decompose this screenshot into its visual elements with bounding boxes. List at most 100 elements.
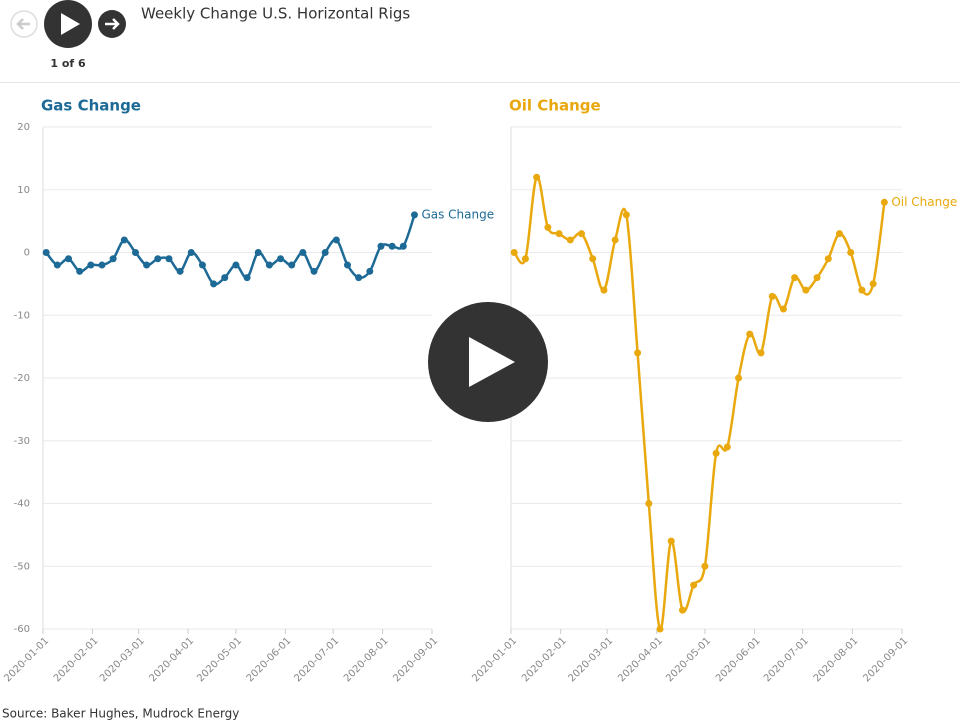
point: [645, 500, 653, 507]
point: [299, 249, 307, 256]
y-tick-label: -60: [14, 624, 30, 635]
point: [165, 255, 173, 263]
point: [131, 249, 139, 256]
point: [277, 255, 285, 263]
point: [544, 223, 552, 231]
point: [813, 274, 821, 282]
point: [836, 230, 844, 238]
x-tick-label: 2020-04-01: [147, 635, 196, 684]
chart-title: Gas Change: [41, 97, 141, 115]
point: [858, 286, 866, 294]
x-tick-label: 2020-08-01: [342, 635, 391, 684]
point: [143, 261, 151, 269]
play-icon: [61, 13, 80, 35]
video-play-icon: [469, 337, 515, 387]
y-tick-label: -30: [14, 436, 30, 447]
x-tick-label: 2020-01-01: [2, 635, 51, 684]
point: [880, 198, 888, 206]
point: [321, 249, 329, 256]
point: [589, 255, 597, 263]
point: [221, 274, 229, 282]
x-tick-label: 2020-03-01: [98, 635, 147, 684]
point: [344, 261, 352, 269]
y-tick-label: 10: [17, 185, 30, 196]
point: [757, 349, 765, 357]
point: [510, 249, 518, 256]
y-tick-label: -50: [14, 561, 30, 572]
point: [65, 255, 73, 263]
point: [210, 280, 218, 288]
point: [701, 562, 709, 570]
x-tick-label: 2020-05-01: [195, 635, 244, 684]
point: [109, 255, 117, 263]
point: [566, 236, 574, 244]
line: [513, 175, 886, 631]
point: [869, 280, 877, 288]
x-tick-label: 2020-01-01: [470, 635, 519, 684]
point: [388, 242, 396, 250]
point: [366, 267, 374, 275]
x-tick-label: 2020-07-01: [293, 635, 342, 684]
point: [198, 261, 206, 269]
point: [254, 249, 262, 256]
point: [377, 242, 385, 250]
prev-icon: [16, 18, 30, 30]
point: [154, 255, 162, 263]
point: [779, 305, 787, 313]
next-icon: [105, 18, 120, 30]
point: [310, 267, 318, 275]
point: [76, 267, 84, 275]
x-tick-label: 2020-02-01: [520, 635, 569, 684]
point: [232, 261, 240, 269]
y-tick-label: 0: [24, 248, 30, 259]
y-tick-label: 20: [17, 122, 30, 133]
point: [533, 173, 541, 181]
y-tick-label: -20: [14, 373, 30, 384]
point: [622, 211, 630, 219]
x-tick-label: 2020-05-01: [664, 635, 713, 684]
point: [656, 625, 664, 633]
x-tick-label: 2020-06-01: [714, 635, 763, 684]
point: [176, 267, 184, 275]
point: [824, 255, 832, 263]
point: [288, 261, 296, 269]
point: [634, 349, 642, 357]
point: [746, 330, 754, 338]
point: [120, 236, 128, 244]
point: [667, 537, 675, 545]
chart-title: Oil Change: [509, 97, 601, 115]
line: [45, 214, 416, 286]
point: [690, 581, 698, 589]
point: [521, 255, 529, 263]
point: [600, 286, 608, 294]
point: [555, 230, 563, 238]
x-tick-label: 2020-08-01: [812, 635, 861, 684]
point: [611, 236, 619, 244]
point: [42, 249, 50, 256]
x-tick-label: 2020-06-01: [245, 635, 294, 684]
y-tick-label: -40: [14, 499, 30, 510]
x-tick-label: 2020-09-01: [861, 635, 910, 684]
pager: 1 of 6: [50, 57, 86, 70]
point: [265, 261, 273, 269]
point: [847, 249, 855, 256]
series-label: Gas Change: [421, 207, 494, 221]
point: [187, 249, 195, 256]
point: [802, 286, 810, 294]
point: [735, 374, 743, 382]
x-tick-label: 2020-09-01: [391, 635, 440, 684]
page-title: Weekly Change U.S. Horizontal Rigs: [141, 5, 410, 23]
point: [678, 606, 686, 614]
point: [410, 211, 418, 219]
x-tick-label: 2020-03-01: [567, 635, 616, 684]
source: Source: Baker Hughes, Mudrock Energy: [2, 707, 239, 720]
y-tick-label: -10: [14, 310, 30, 321]
x-tick-label: 2020-04-01: [616, 635, 665, 684]
point: [399, 242, 407, 250]
point: [355, 274, 363, 282]
point: [332, 236, 340, 244]
point: [53, 261, 61, 269]
point: [712, 449, 720, 457]
x-tick-label: 2020-07-01: [762, 635, 811, 684]
